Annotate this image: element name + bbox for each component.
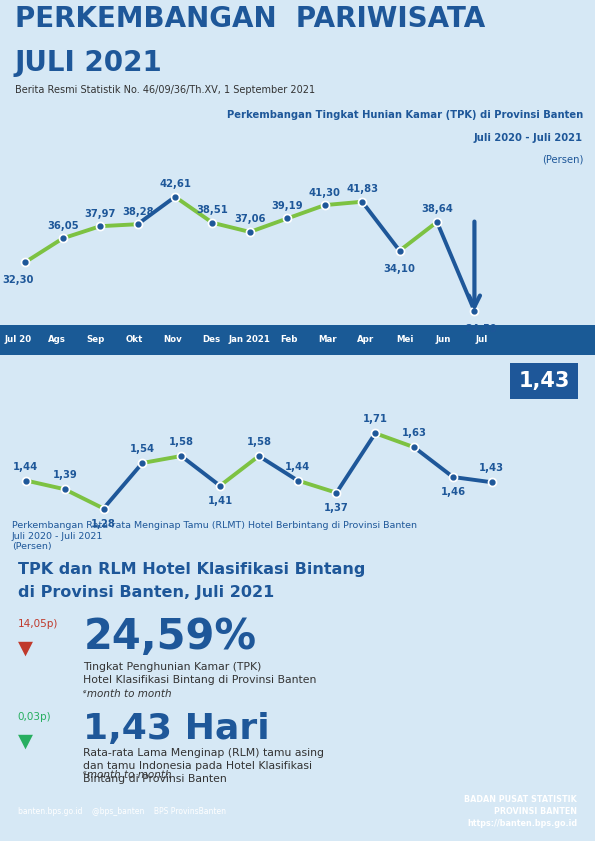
Text: 34,10: 34,10 <box>384 264 415 274</box>
Text: 1,39: 1,39 <box>52 470 77 480</box>
Text: 42,61: 42,61 <box>159 179 191 189</box>
Text: Nov: Nov <box>163 336 182 345</box>
Text: 37,97: 37,97 <box>84 209 116 219</box>
Text: Mar: Mar <box>318 336 337 345</box>
Text: Sep: Sep <box>86 336 104 345</box>
Text: di Provinsi Banten, Juli 2021: di Provinsi Banten, Juli 2021 <box>18 584 274 600</box>
Text: Perkembangan Tingkat Hunian Kamar (TPK) di Provinsi Banten: Perkembangan Tingkat Hunian Kamar (TPK) … <box>227 110 583 120</box>
Text: Rata-rata Lama Menginap (RLM) tamu asing
dan tamu Indonesia pada Hotel Klasifika: Rata-rata Lama Menginap (RLM) tamu asing… <box>83 748 324 785</box>
Text: 1,28: 1,28 <box>91 519 116 529</box>
Text: 1,63: 1,63 <box>402 428 427 438</box>
Text: 1,58: 1,58 <box>246 437 271 447</box>
Text: 32,30: 32,30 <box>3 275 34 285</box>
Text: 1,44: 1,44 <box>13 462 39 472</box>
Text: 1,54: 1,54 <box>130 444 155 454</box>
Text: Juli 2020 - Juli 2021: Juli 2020 - Juli 2021 <box>474 133 583 143</box>
Text: Berita Resmi Statistik No. 46/09/36/Th.XV, 1 September 2021: Berita Resmi Statistik No. 46/09/36/Th.X… <box>15 85 315 95</box>
Text: 14,05p): 14,05p) <box>18 619 58 628</box>
Text: Apr: Apr <box>358 336 374 345</box>
Text: banten.bps.go.id    @bps_banten    BPS ProvinsBanten: banten.bps.go.id @bps_banten BPS Provins… <box>18 807 226 816</box>
Text: ᶝmonth to month: ᶝmonth to month <box>83 770 172 780</box>
Text: BADAN PUSAT STATISTIK
PROVINSI BANTEN
https://banten.bps.go.id: BADAN PUSAT STATISTIK PROVINSI BANTEN ht… <box>465 796 577 828</box>
Bar <box>0 325 595 355</box>
Text: 41,30: 41,30 <box>309 188 341 198</box>
Text: 1,43: 1,43 <box>519 371 570 391</box>
Text: Mei: Mei <box>396 336 414 345</box>
Text: Okt: Okt <box>125 336 143 345</box>
Text: 1,43: 1,43 <box>480 463 505 473</box>
Text: Jan 2021: Jan 2021 <box>229 336 271 345</box>
Text: 1,37: 1,37 <box>324 503 349 513</box>
Text: TPK dan RLM Hotel Klasifikasi Bintang: TPK dan RLM Hotel Klasifikasi Bintang <box>18 562 365 577</box>
Text: Ags: Ags <box>48 336 65 345</box>
Text: 37,06: 37,06 <box>234 214 265 225</box>
Text: 1,46: 1,46 <box>440 487 465 497</box>
Text: 39,19: 39,19 <box>271 201 303 211</box>
Text: PERKEMBANGAN  PARIWISATA: PERKEMBANGAN PARIWISATA <box>15 5 485 34</box>
Text: 1,43 Hari: 1,43 Hari <box>83 711 270 746</box>
Text: Jun: Jun <box>436 336 451 345</box>
Text: 38,28: 38,28 <box>122 207 154 217</box>
Text: Feb: Feb <box>280 336 298 345</box>
Text: 36,05: 36,05 <box>47 221 79 230</box>
Text: Jul: Jul <box>476 336 488 345</box>
Text: 38,51: 38,51 <box>196 205 228 215</box>
Text: 0,03p): 0,03p) <box>18 711 52 722</box>
Text: 24,59: 24,59 <box>465 324 497 334</box>
Text: 1,44: 1,44 <box>285 462 310 472</box>
Text: 1,71: 1,71 <box>363 415 388 425</box>
Text: ▼: ▼ <box>18 732 33 751</box>
Text: ▼: ▼ <box>18 639 33 658</box>
Text: Jul 20: Jul 20 <box>4 336 32 345</box>
Text: (Persen): (Persen) <box>541 155 583 165</box>
Text: ᶝmonth to month: ᶝmonth to month <box>83 689 172 699</box>
Text: 1,58: 1,58 <box>168 437 194 447</box>
Text: Perkembangan Rata-rata Menginap Tamu (RLMT) Hotel Berbintang di Provinsi Banten
: Perkembangan Rata-rata Menginap Tamu (RL… <box>12 521 417 551</box>
Text: JULI 2021: JULI 2021 <box>15 49 162 77</box>
Text: 1,41: 1,41 <box>208 496 233 506</box>
Text: Des: Des <box>202 336 220 345</box>
Text: 41,83: 41,83 <box>346 184 378 194</box>
Text: Tingkat Penghunian Kamar (TPK)
Hotel Klasifikasi Bintang di Provinsi Banten: Tingkat Penghunian Kamar (TPK) Hotel Kla… <box>83 662 317 685</box>
Text: 24,59%: 24,59% <box>83 616 256 659</box>
Text: 38,64: 38,64 <box>421 204 453 214</box>
